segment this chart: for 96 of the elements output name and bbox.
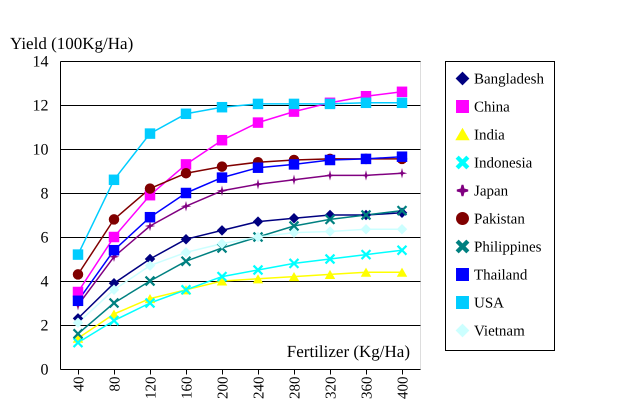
point xyxy=(252,117,264,128)
y-tick-label: 4 xyxy=(40,274,48,290)
point xyxy=(108,232,120,242)
point xyxy=(144,276,156,286)
point xyxy=(252,264,264,276)
point xyxy=(396,86,408,98)
point xyxy=(216,172,228,183)
legend-label: Indonesia xyxy=(474,156,533,172)
y-tick-label: 14 xyxy=(32,54,48,70)
point xyxy=(72,269,84,280)
x-tick-label: 120 xyxy=(144,376,160,399)
point xyxy=(252,98,264,110)
point xyxy=(396,168,408,178)
y-tick-label: 10 xyxy=(32,142,48,158)
legend-label: Thailand xyxy=(474,268,528,284)
x-tick-label: 320 xyxy=(324,376,340,399)
point xyxy=(252,274,264,284)
point xyxy=(288,220,300,232)
legend-label: Bangladesh xyxy=(474,72,544,88)
point xyxy=(396,205,408,216)
point xyxy=(252,162,264,173)
point xyxy=(108,214,120,225)
point xyxy=(216,161,228,172)
point xyxy=(288,258,300,269)
legend-label: Philippines xyxy=(474,240,542,256)
point xyxy=(180,256,192,266)
y-tick-label: 2 xyxy=(40,318,48,334)
point xyxy=(288,174,300,186)
x-axis-title: Fertilizer (Kg/Ha) xyxy=(286,342,410,361)
point xyxy=(72,318,84,328)
point xyxy=(72,296,84,306)
point xyxy=(396,151,408,162)
point xyxy=(324,226,336,237)
y-tick-label: 0 xyxy=(40,362,48,378)
point xyxy=(144,128,156,139)
point xyxy=(360,98,372,108)
point xyxy=(360,268,372,277)
legend-label: Japan xyxy=(474,184,509,200)
point xyxy=(108,298,120,308)
y-tick-label: 8 xyxy=(40,186,48,202)
point xyxy=(180,168,192,178)
x-tick-label: 240 xyxy=(252,376,268,399)
point xyxy=(216,186,228,196)
y-tick-label: 6 xyxy=(40,230,48,246)
point xyxy=(252,216,264,227)
point xyxy=(360,224,372,235)
point xyxy=(360,249,372,260)
point xyxy=(108,174,120,186)
point xyxy=(180,200,192,212)
point xyxy=(288,159,300,170)
point xyxy=(324,254,336,264)
point xyxy=(288,272,300,282)
point xyxy=(144,212,156,222)
x-tick-label: 280 xyxy=(288,376,304,399)
point xyxy=(108,284,120,296)
point xyxy=(144,260,156,271)
point xyxy=(72,328,84,340)
legend-label: China xyxy=(474,100,510,116)
point xyxy=(108,244,120,256)
point xyxy=(396,244,408,256)
point xyxy=(72,337,84,348)
point xyxy=(216,134,228,146)
x-tick-label: 400 xyxy=(396,376,412,399)
point xyxy=(324,214,336,225)
legend-label: Pakistan xyxy=(474,212,526,228)
point xyxy=(396,268,408,277)
point xyxy=(396,98,408,108)
point xyxy=(396,224,408,235)
point xyxy=(180,247,192,258)
point xyxy=(180,234,192,244)
x-tick-label: 160 xyxy=(180,376,196,399)
point xyxy=(216,238,228,249)
point xyxy=(180,108,192,120)
point xyxy=(288,213,300,224)
x-tick-label: 40 xyxy=(72,376,88,392)
point xyxy=(144,220,156,232)
point xyxy=(324,270,336,279)
legend-label: Vietnam xyxy=(474,324,526,340)
point xyxy=(180,188,192,198)
point xyxy=(144,298,156,308)
y-tick-label: 12 xyxy=(32,98,48,114)
x-tick-label: 360 xyxy=(360,376,376,399)
point xyxy=(216,102,228,112)
point xyxy=(252,178,264,190)
legend-label: India xyxy=(474,128,506,144)
point xyxy=(72,249,84,260)
point xyxy=(108,315,120,326)
y-axis-title: Yield (100Kg/Ha) xyxy=(10,34,134,53)
legend-label: USA xyxy=(474,296,504,312)
x-tick-label: 80 xyxy=(108,376,124,392)
x-tick-label: 200 xyxy=(216,376,232,399)
point xyxy=(144,183,156,194)
point xyxy=(216,271,228,282)
point xyxy=(288,98,300,110)
point xyxy=(216,225,228,236)
point xyxy=(288,227,300,238)
